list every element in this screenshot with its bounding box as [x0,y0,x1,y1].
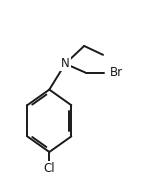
Text: N: N [61,57,70,70]
Text: Cl: Cl [44,162,55,175]
Text: Br: Br [110,66,123,79]
